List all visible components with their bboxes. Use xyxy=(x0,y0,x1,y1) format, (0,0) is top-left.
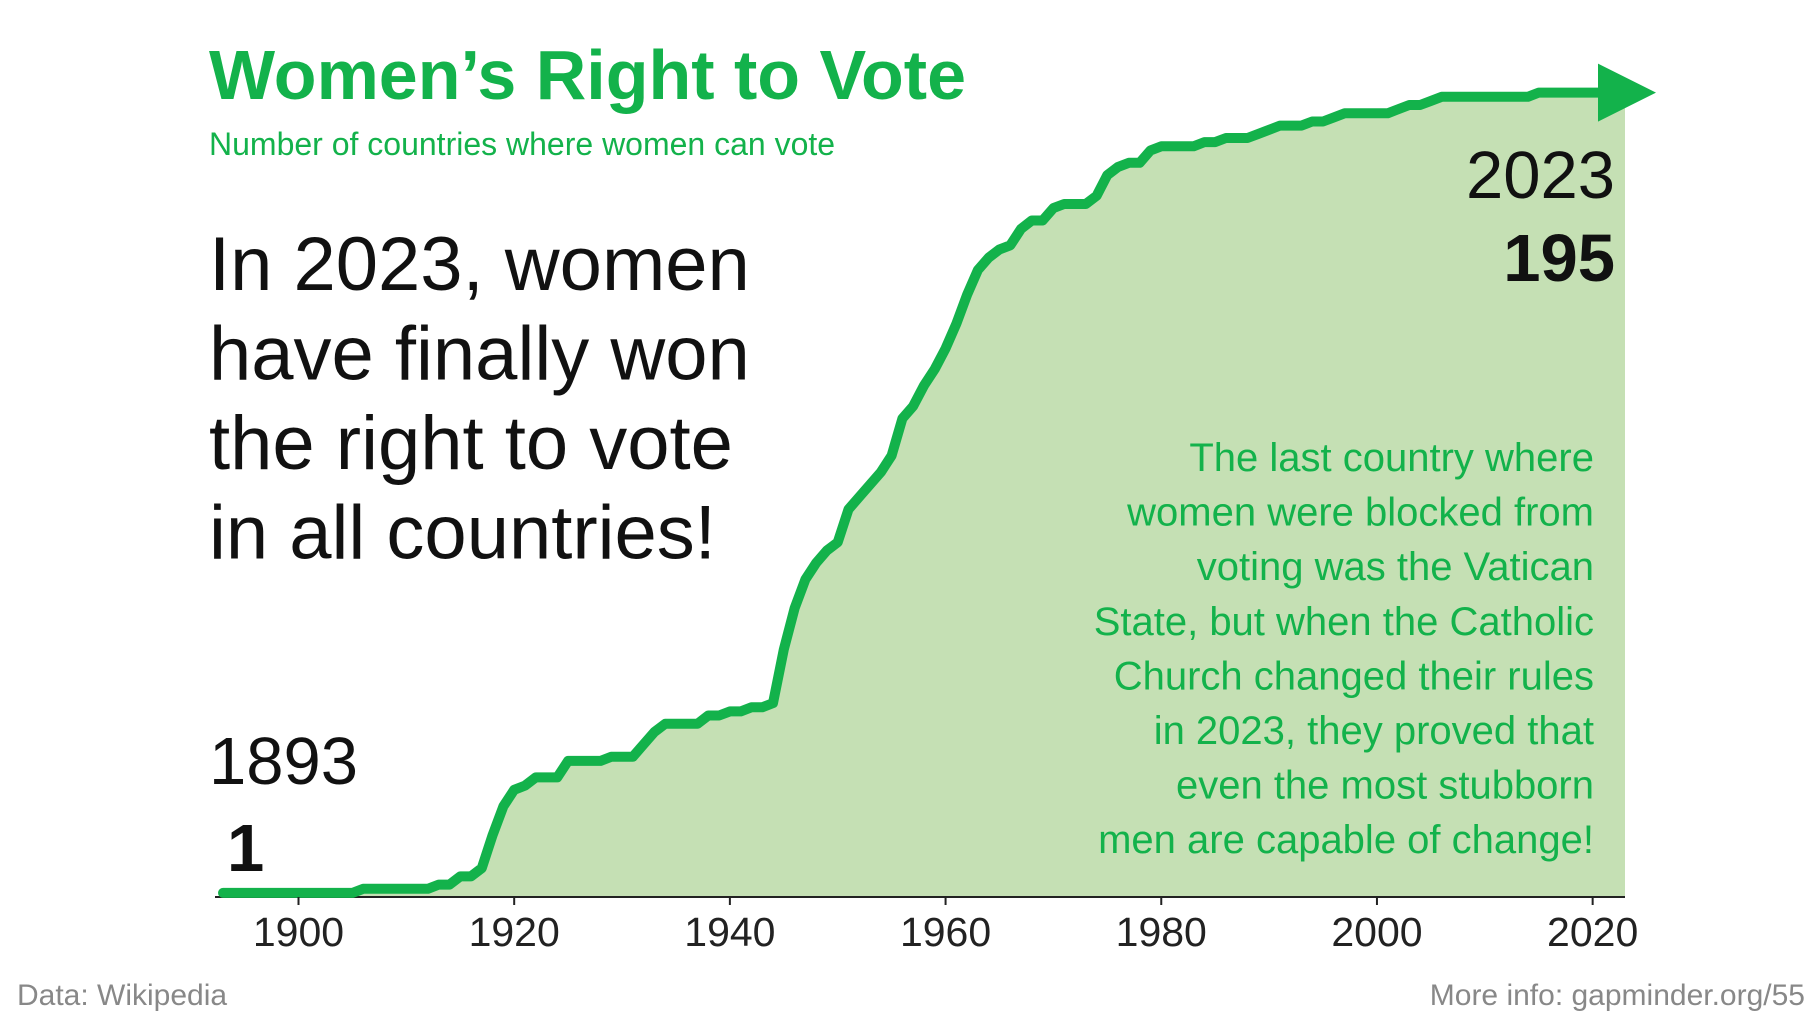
note-line: Church changed their rules xyxy=(1114,654,1594,698)
message-line: In 2023, women xyxy=(209,222,750,307)
more-info: More info: gapminder.org/55 xyxy=(1430,979,1805,1012)
chart-title: Women’s Right to Vote xyxy=(209,36,966,114)
x-tick-label: 1960 xyxy=(900,909,991,955)
message-line: the right to vote xyxy=(209,401,733,486)
x-tick-label: 1940 xyxy=(684,909,775,955)
source: Data: Wikipedia xyxy=(17,979,227,1012)
end-year: 2023 xyxy=(1466,138,1615,213)
x-tick-label: 2000 xyxy=(1331,909,1422,955)
message-line: in all countries! xyxy=(209,491,716,576)
plot-area: 1893 1 2023 195 1900 1920 1940 1960 1980 2000 2020 xyxy=(209,63,1656,955)
note-line: men are capable of change! xyxy=(1098,818,1594,862)
x-tick-label: 1900 xyxy=(253,909,344,955)
start-value: 1 xyxy=(227,811,264,886)
end-value: 195 xyxy=(1503,221,1615,296)
x-tick-label: 1920 xyxy=(469,909,560,955)
start-year: 1893 xyxy=(209,724,358,799)
note-line: The last country where xyxy=(1189,436,1594,480)
x-tick-label: 1980 xyxy=(1116,909,1207,955)
note-line: women were blocked from xyxy=(1126,491,1594,535)
area xyxy=(223,92,1625,898)
arrow-head xyxy=(1598,63,1656,122)
line xyxy=(218,87,1630,898)
x-tick-label: 2020 xyxy=(1547,909,1638,955)
chart-subtitle: Number of countries where women can vote xyxy=(209,126,835,162)
note-line: voting was the Vatican xyxy=(1197,545,1594,589)
message-line: have finally won xyxy=(209,312,750,397)
note-line: even the most stubborn xyxy=(1176,764,1594,808)
note-line: in 2023, they proved that xyxy=(1154,709,1594,753)
note-line: State, but when the Catholic xyxy=(1094,600,1594,644)
note: The last country where women were blocked… xyxy=(1094,436,1594,862)
